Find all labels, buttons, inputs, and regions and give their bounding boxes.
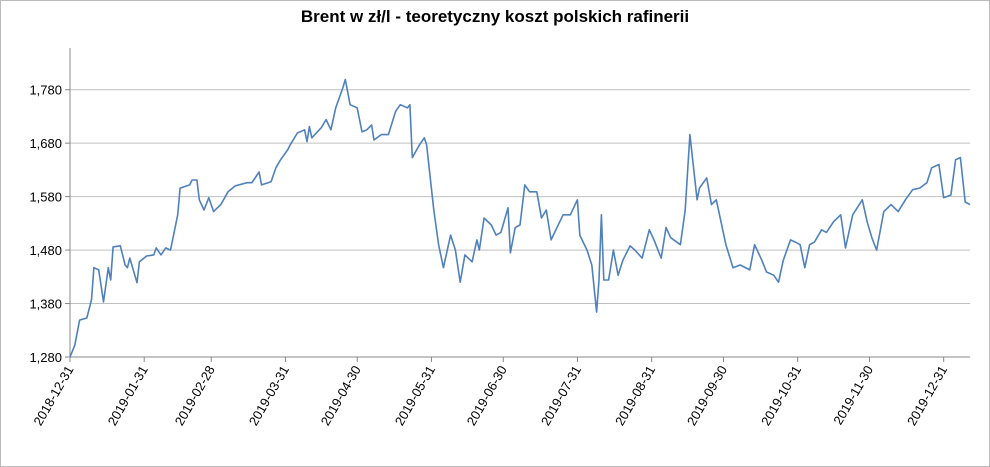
y-tick-label: 1,680 [29,136,62,151]
data-line [69,78,971,358]
y-tick-label: 1,380 [29,297,62,312]
y-tick-label: 1,480 [29,243,62,258]
y-tick-label: 1,780 [29,83,62,98]
y-tick-label: 1,580 [29,190,62,205]
chart-title: Brent w zł/l - teoretyczny koszt polskic… [301,7,689,26]
y-tick-label: 1,280 [29,350,62,365]
